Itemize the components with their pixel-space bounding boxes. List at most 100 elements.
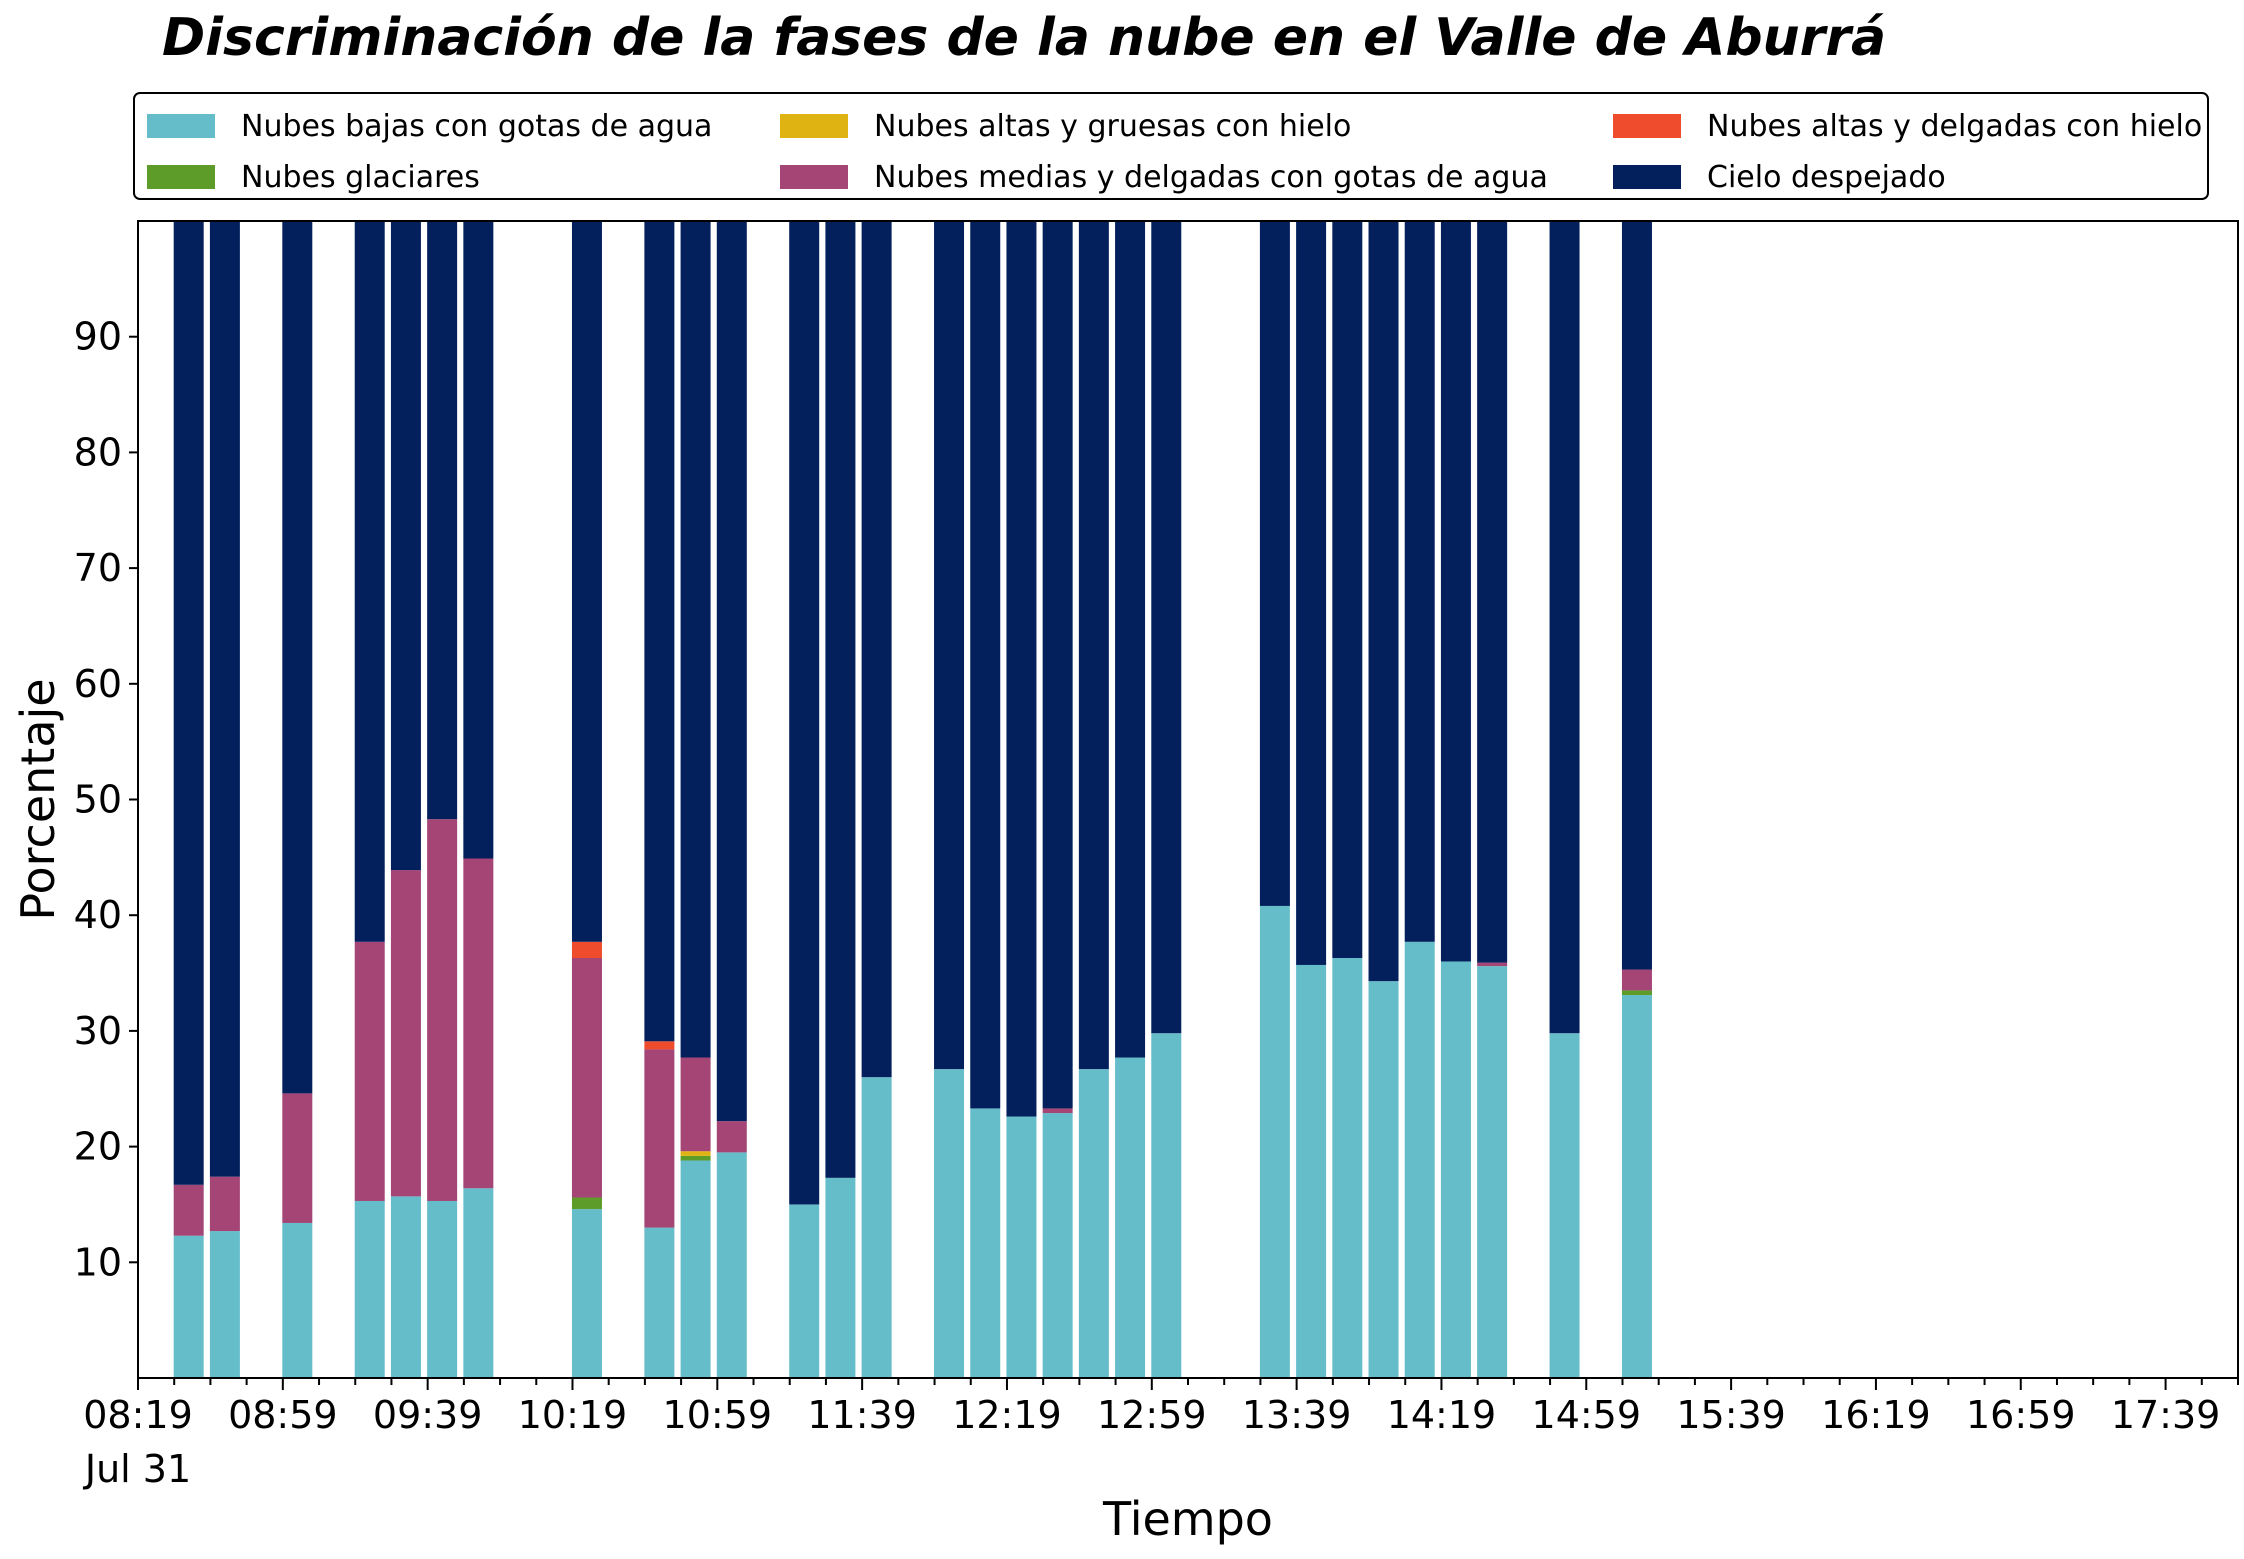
- legend-label: Nubes glaciares: [241, 159, 480, 195]
- bar-segment: [1368, 221, 1399, 982]
- legend-label: Nubes altas y delgadas con hielo: [1707, 108, 2203, 144]
- bar-segment: [970, 221, 1001, 1109]
- x-tick-label: 08:59: [228, 1393, 338, 1437]
- bar-segment: [1404, 941, 1435, 1378]
- x-tick-label: 10:59: [663, 1393, 773, 1437]
- legend-swatch: [1613, 114, 1681, 138]
- bar-segment: [1368, 981, 1399, 1378]
- bar-segment: [1006, 221, 1037, 1117]
- chart-title: Discriminación de la fases de la nube en…: [162, 8, 1887, 68]
- legend-item: Nubes altas y gruesas con hielo: [780, 106, 1351, 146]
- bar-segment: [173, 1235, 204, 1378]
- x-tick-label: 14:59: [1532, 1393, 1642, 1437]
- bar-segment: [861, 1077, 892, 1378]
- legend-item: Nubes glaciares: [147, 157, 480, 197]
- bar-segment: [1078, 221, 1109, 1070]
- y-tick-label: 80: [74, 430, 122, 474]
- legend-label: Nubes bajas con gotas de agua: [241, 108, 713, 144]
- bar-segment: [644, 221, 675, 1042]
- x-tick-label: 15:39: [1676, 1393, 1786, 1437]
- bar-segment: [282, 221, 313, 1094]
- bar-segment: [571, 941, 602, 959]
- legend-item: Nubes altas y delgadas con hielo: [1613, 106, 2202, 146]
- bar-segment: [209, 1176, 240, 1232]
- legend-label: Nubes medias y delgadas con gotas de agu…: [874, 159, 1548, 195]
- bar-segment: [209, 221, 240, 1177]
- bar-segment: [680, 221, 711, 1058]
- bar-segment: [716, 221, 747, 1122]
- bar-segment: [825, 221, 856, 1178]
- legend-swatch: [780, 165, 848, 189]
- x-tick-label: 16:59: [1966, 1393, 2076, 1437]
- bar-segment: [644, 1041, 675, 1050]
- x-tick-label: 08:19: [83, 1393, 193, 1437]
- x-tick-label: 10:19: [518, 1393, 628, 1437]
- bar-segment: [1042, 1113, 1073, 1378]
- bar-segment: [1115, 221, 1146, 1058]
- y-axis-title: Porcentaje: [11, 678, 65, 920]
- bar-segment: [427, 819, 458, 1201]
- bar-segment: [427, 221, 458, 820]
- bar-segment: [1332, 958, 1363, 1378]
- bar-segment: [1115, 1057, 1146, 1378]
- bar-segment: [789, 1204, 820, 1378]
- bar-segment: [354, 221, 385, 942]
- y-tick-label: 70: [74, 546, 122, 590]
- y-tick-label: 30: [74, 1009, 122, 1053]
- bar-segment: [354, 1200, 385, 1378]
- bar-segment: [1042, 1108, 1073, 1114]
- bar-segment: [1549, 221, 1580, 1034]
- x-tick-label: 16:19: [1821, 1393, 1931, 1437]
- bar-segment: [1006, 1116, 1037, 1378]
- bar-segment: [1151, 1033, 1182, 1378]
- bar-segment: [282, 1222, 313, 1378]
- bar-segment: [173, 221, 204, 1185]
- legend-item: Nubes bajas con gotas de agua: [147, 106, 712, 146]
- legend-item: Nubes medias y delgadas con gotas de agu…: [780, 157, 1548, 197]
- x-axis-title: Tiempo: [1102, 1492, 1273, 1546]
- x-tick-label: 12:59: [1097, 1393, 1207, 1437]
- bar-segment: [1477, 221, 1508, 963]
- bar-segment: [463, 1188, 494, 1378]
- bar-segment: [680, 1057, 711, 1152]
- bar-segment: [680, 1160, 711, 1378]
- bar-segment: [1621, 995, 1652, 1378]
- legend-item: Cielo despejado: [1613, 157, 1946, 197]
- bar-segment: [1078, 1069, 1109, 1378]
- axes-layer: 10 20 30 40 50 60 70 80 90 08:19 Jul 31 08:59 09:39 1…: [74, 315, 2239, 1491]
- bar-segment: [644, 1227, 675, 1378]
- bars-layer: [173, 221, 1652, 1378]
- bar-segment: [970, 1108, 1001, 1378]
- x-date-label: Jul 31: [83, 1447, 191, 1491]
- y-tick-label: 50: [74, 778, 122, 822]
- bar-segment: [1296, 221, 1327, 965]
- bar-segment: [390, 1196, 421, 1378]
- y-tick-label: 10: [74, 1240, 122, 1284]
- bar-segment: [463, 858, 494, 1189]
- bar-segment: [1549, 1033, 1580, 1378]
- bar-segment: [1621, 221, 1652, 970]
- bar-segment: [571, 221, 602, 942]
- x-tick-label: 14:19: [1387, 1393, 1497, 1437]
- legend-swatch: [780, 114, 848, 138]
- bar-segment: [789, 221, 820, 1205]
- bar-segment: [173, 1184, 204, 1236]
- bar-segment: [644, 1049, 675, 1228]
- bar-segment: [861, 221, 892, 1078]
- bar-segment: [825, 1177, 856, 1378]
- x-tick-label: 12:19: [952, 1393, 1062, 1437]
- bar-segment: [1621, 990, 1652, 996]
- bar-segment: [209, 1231, 240, 1378]
- x-tick-label: 11:39: [807, 1393, 917, 1437]
- bar-segment: [390, 870, 421, 1197]
- bar-segment: [1477, 966, 1508, 1378]
- chart-legend: Nubes bajas con gotas de agua Nubes altas…: [133, 92, 2209, 200]
- y-tick-label: 60: [74, 662, 122, 706]
- bar-segment: [571, 958, 602, 1198]
- bar-segment: [1151, 221, 1182, 1034]
- y-tick-label: 20: [74, 1125, 122, 1169]
- legend-swatch: [147, 165, 215, 189]
- legend-swatch: [147, 114, 215, 138]
- bar-segment: [934, 1069, 965, 1378]
- bar-segment: [1296, 964, 1327, 1378]
